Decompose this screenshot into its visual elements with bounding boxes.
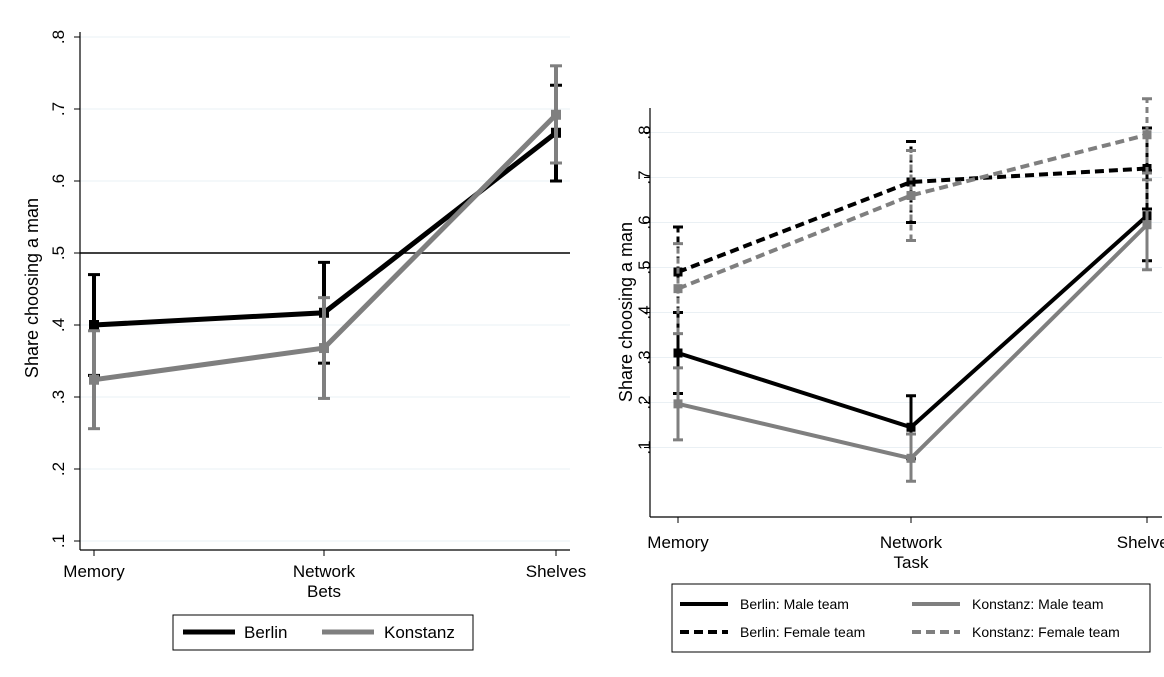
data-point: [673, 284, 683, 294]
y-tick-label: .6: [635, 215, 654, 229]
legend: Berlin: Male team Konstanz: Male team Berl…: [671, 583, 1151, 653]
data-point: [673, 399, 683, 409]
y-tick-label: .6: [49, 174, 68, 188]
x-tick-label: Memory: [63, 562, 125, 581]
legend-label: Konstanz: [384, 623, 455, 642]
x-axis-label: Bets: [307, 582, 341, 601]
left-panel: .1 .2 .3 .4 .5 .6 .7 .8 Share choosing a man Memo…: [22, 30, 586, 651]
data-point: [906, 422, 916, 432]
y-tick-label: .7: [635, 170, 654, 184]
y-axis-label: Share choosing a man: [22, 198, 42, 378]
data-point: [906, 453, 916, 463]
y-axis-label: Share choosing a man: [616, 222, 636, 402]
legend-label: Berlin: Male team: [740, 596, 849, 612]
y-tick-label: .1: [635, 440, 654, 454]
y-tick-label: .7: [49, 102, 68, 116]
y-tick-label: .8: [49, 30, 68, 44]
legend-label: Konstanz: Male team: [972, 596, 1104, 612]
data-point: [319, 343, 329, 354]
y-tick-label: .8: [635, 125, 654, 139]
y-tick-label: .4: [635, 305, 654, 319]
y-tick-label: .1: [49, 534, 68, 548]
right-panel: .1 .2 .3 .4 .5 .6 .7 .8 Share choosing a man Memo…: [616, 97, 1164, 653]
data-point: [673, 348, 683, 358]
y-tick-label: .2: [635, 395, 654, 409]
series-line: [677, 166, 1148, 274]
legend-box: [671, 583, 1151, 653]
y-tick-label: .3: [49, 390, 68, 404]
x-axis-label: Task: [894, 553, 929, 572]
legend-label: Konstanz: Female team: [972, 624, 1120, 640]
data-point: [551, 109, 561, 120]
data-point: [906, 177, 916, 187]
x-tick-label: Shelves: [526, 562, 586, 581]
data-point: [89, 374, 99, 385]
data-point: [1142, 130, 1152, 140]
data-point: [1142, 220, 1152, 230]
y-tick-label: .2: [49, 462, 68, 476]
y-tick-label: .5: [49, 246, 68, 260]
legend: Berlin Konstanz: [172, 614, 474, 651]
data-point: [89, 320, 99, 330]
legend-label: Berlin: [244, 623, 287, 642]
y-tick-label: .5: [635, 260, 654, 274]
y-tick-label: .3: [635, 350, 654, 364]
x-tick-label: Network: [293, 562, 356, 581]
x-tick-label: Shelves: [1117, 533, 1164, 552]
data-point: [906, 191, 916, 200]
x-tick-label: Network: [880, 533, 943, 552]
x-tick-label: Memory: [647, 533, 709, 552]
series-line: [677, 132, 1148, 291]
y-tick-label: .4: [49, 318, 68, 332]
legend-label: Berlin: Female team: [740, 624, 865, 640]
